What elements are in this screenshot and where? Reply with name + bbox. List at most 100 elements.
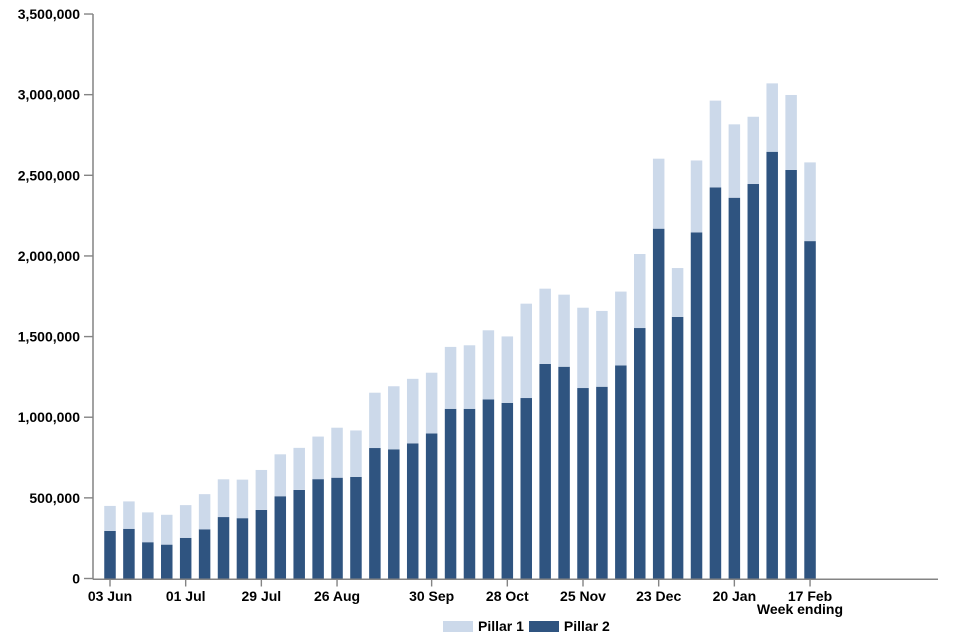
pillar2-bar	[444, 408, 457, 579]
pillar2-bar	[350, 476, 362, 579]
pillar2-bar	[406, 443, 419, 579]
legend-swatch-pillar2	[528, 620, 559, 632]
pillar2-bar	[388, 449, 400, 579]
pillar2-bar	[671, 316, 684, 579]
pillar1-bar	[577, 307, 589, 389]
pillar2-bar	[369, 448, 381, 579]
pillar2-bar	[785, 169, 797, 579]
pillar2-bar	[596, 386, 608, 579]
pillar2-bar	[520, 398, 532, 579]
pillar2-bar	[425, 433, 438, 579]
pillar1-bar	[690, 160, 703, 233]
pillar2-bar	[142, 542, 154, 579]
pillar1-bar	[274, 454, 287, 497]
y-tick-label: 2,500,000	[18, 167, 80, 183]
x-tick-label: 25 Nov	[560, 588, 606, 604]
pillar1-bar	[293, 447, 305, 490]
pillar1-bar	[709, 100, 722, 188]
pillar1-bar	[671, 268, 684, 317]
pillar1-bar	[350, 430, 362, 477]
pillar1-bar	[634, 254, 646, 329]
pillar1-bar	[255, 469, 268, 510]
x-tick-label: 29 Jul	[242, 588, 282, 604]
pillar1-bar	[558, 294, 570, 367]
pillar1-bar	[804, 162, 816, 242]
pillar1-bar	[179, 505, 192, 538]
pillar2-bar	[615, 365, 627, 579]
pillar1-bar	[236, 479, 249, 519]
x-tick-label: 26 Aug	[314, 588, 360, 604]
y-tick-label: 500,000	[29, 490, 80, 506]
pillar1-bar	[444, 346, 457, 409]
legend-label-pillar1: Pillar 1	[478, 618, 524, 634]
pillar2-bar	[217, 517, 230, 579]
pillar1-bar	[539, 288, 551, 364]
pillar2-bar	[104, 530, 116, 579]
y-tick-label: 3,000,000	[18, 87, 80, 103]
y-tick-label: 1,000,000	[18, 409, 80, 425]
y-tick-label: 1,500,000	[18, 329, 80, 345]
pillar2-bar	[255, 509, 268, 579]
pillar2-bar	[709, 187, 722, 579]
y-tick-label: 2,000,000	[18, 248, 80, 264]
legend-swatch-pillar1	[443, 620, 473, 632]
pillar2-bar	[690, 232, 703, 579]
pillar2-bar	[501, 402, 514, 579]
pillar2-bar	[728, 197, 741, 579]
pillar1-bar	[217, 479, 230, 518]
pillar1-bar	[425, 372, 438, 434]
pillar1-bar	[652, 158, 665, 229]
pillar1-bar	[728, 124, 741, 198]
pillar2-bar	[634, 328, 646, 579]
x-axis-title: Week ending	[756, 601, 843, 617]
pillar2-bar	[123, 528, 135, 579]
legend-label-pillar2: Pillar 2	[563, 618, 610, 634]
legend: Pillar 1 Pillar 2	[443, 618, 615, 634]
pillar1-bar	[520, 303, 532, 399]
pillar1-bar	[615, 291, 627, 366]
pillar1-bar	[369, 392, 381, 449]
pillar1-bar	[747, 116, 760, 185]
y-tick-label: 3,500,000	[18, 6, 80, 22]
pillar1-bar	[312, 436, 324, 480]
pillar1-bar	[785, 94, 797, 170]
pillar1-bar	[482, 330, 495, 400]
pillar2-bar	[161, 544, 173, 579]
pillar1-bar	[161, 514, 173, 545]
pillar1-bar	[123, 501, 135, 529]
pillar2-bar	[274, 496, 287, 579]
pillar2-bar	[804, 241, 816, 579]
pillar2-bar	[539, 363, 551, 579]
pillar1-bar	[596, 310, 608, 387]
x-tick-label: 03 Jun	[88, 588, 132, 604]
pillar1-bar	[142, 512, 154, 543]
pillar1-bar	[766, 83, 778, 152]
pillar2-bar	[179, 537, 192, 579]
pillar2-bar	[577, 388, 589, 579]
pillar1-bar	[331, 427, 343, 478]
pillar2-bar	[652, 228, 665, 579]
pillar2-bar	[766, 151, 778, 579]
pillar1-bar	[104, 505, 116, 531]
x-tick-label: 20 Jan	[713, 588, 757, 604]
y-tick-label: 0	[72, 571, 80, 587]
pillar2-bar	[198, 529, 211, 579]
x-tick-label: 23 Dec	[636, 588, 681, 604]
x-tick-label: 17 Feb	[788, 588, 832, 604]
pillar1-bar	[501, 336, 514, 403]
pillar1-bar	[198, 494, 211, 530]
x-tick-label: 28 Oct	[486, 588, 529, 604]
pillar2-bar	[331, 477, 343, 579]
pillar1-bar	[388, 386, 400, 450]
pillar2-bar	[463, 408, 476, 579]
pillar1-bar	[463, 345, 476, 409]
pillar2-bar	[236, 518, 249, 579]
x-tick-label: 01 Jul	[166, 588, 206, 604]
pillar2-bar	[482, 399, 495, 579]
pillar2-bar	[312, 479, 324, 579]
pillar1-bar	[406, 378, 419, 444]
pillar2-bar	[747, 184, 760, 579]
pillar2-bar	[293, 489, 305, 579]
